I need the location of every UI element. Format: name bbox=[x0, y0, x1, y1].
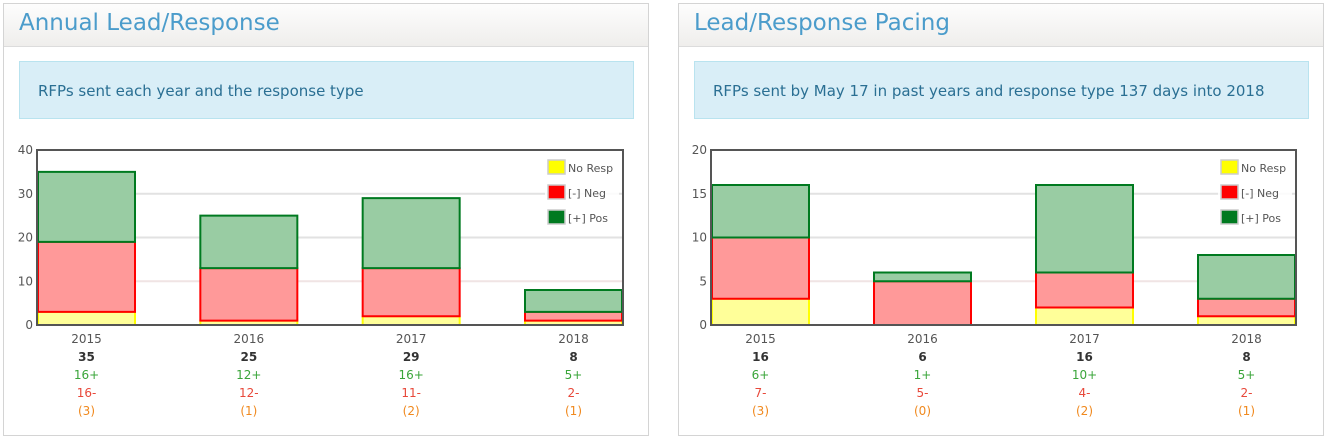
bar-segment-pos bbox=[199, 214, 299, 270]
panel-header: Lead/Response Pacing bbox=[679, 4, 1323, 47]
legend-swatch bbox=[1220, 184, 1239, 200]
x-tick-label: 2017 bbox=[1069, 332, 1100, 346]
noresp-label: (2) bbox=[1076, 404, 1093, 418]
x-tick-label: 2015 bbox=[71, 332, 102, 346]
info-box: RFPs sent each year and the response typ… bbox=[19, 61, 634, 119]
y-tick-label: 10 bbox=[18, 274, 33, 288]
pos-label: 16+ bbox=[399, 368, 424, 382]
y-tick-label: 30 bbox=[18, 187, 33, 201]
total-label: 29 bbox=[403, 350, 420, 364]
total-label: 25 bbox=[240, 350, 257, 364]
y-tick-label: 40 bbox=[18, 143, 33, 157]
plot-frame bbox=[36, 149, 624, 326]
y-tick-label: 10 bbox=[692, 231, 707, 245]
bar-segment-pos bbox=[711, 184, 810, 239]
neg-label: 4- bbox=[1079, 386, 1091, 400]
noresp-label: (1) bbox=[565, 404, 582, 418]
panel-title: Lead/Response Pacing bbox=[694, 10, 950, 36]
pos-label: 6+ bbox=[752, 368, 770, 382]
legend-label: [-] Neg bbox=[1241, 187, 1279, 200]
total-label: 8 bbox=[1242, 350, 1250, 364]
bar-segment-neg bbox=[1197, 297, 1296, 318]
y-tick-label: 15 bbox=[692, 187, 707, 201]
x-tick-label: 2017 bbox=[396, 332, 427, 346]
total-label: 35 bbox=[78, 350, 95, 364]
neg-label: 12- bbox=[239, 386, 259, 400]
noresp-label: (3) bbox=[752, 404, 769, 418]
panel-title: Annual Lead/Response bbox=[19, 10, 280, 36]
legend-label: No Resp bbox=[1241, 162, 1286, 175]
legend-label: [+] Pos bbox=[1241, 212, 1281, 225]
neg-label: 5- bbox=[917, 386, 929, 400]
y-tick-label: 0 bbox=[25, 318, 33, 332]
panel-pacing: Lead/Response Pacing RFPs sent by May 17… bbox=[678, 3, 1324, 436]
pos-label: 16+ bbox=[74, 368, 99, 382]
pos-label: 10+ bbox=[1072, 368, 1097, 382]
bar-segment-noresp bbox=[711, 297, 810, 326]
bar-segment-pos bbox=[1035, 184, 1134, 274]
y-tick-label: 0 bbox=[699, 318, 707, 332]
total-label: 6 bbox=[918, 350, 926, 364]
pos-label: 1+ bbox=[914, 368, 932, 382]
noresp-label: (3) bbox=[78, 404, 95, 418]
legend-swatch bbox=[547, 184, 566, 200]
neg-label: 16- bbox=[77, 386, 97, 400]
panel-annual: Annual Lead/Response RFPs sent each year… bbox=[3, 3, 649, 436]
noresp-label: (2) bbox=[403, 404, 420, 418]
noresp-label: (1) bbox=[1238, 404, 1255, 418]
bar-segment-neg bbox=[873, 280, 972, 326]
legend-label: No Resp bbox=[568, 162, 613, 175]
y-tick-label: 20 bbox=[18, 231, 33, 245]
bar-segment-pos bbox=[361, 197, 461, 270]
x-tick-label: 2018 bbox=[558, 332, 589, 346]
y-tick-label: 20 bbox=[692, 143, 707, 157]
total-label: 8 bbox=[569, 350, 577, 364]
y-tick-label: 5 bbox=[699, 274, 707, 288]
legend-label: [+] Pos bbox=[568, 212, 608, 225]
plot-frame bbox=[710, 149, 1297, 326]
info-box: RFPs sent by May 17 in past years and re… bbox=[694, 61, 1309, 119]
legend-label: [-] Neg bbox=[568, 187, 606, 200]
neg-label: 7- bbox=[755, 386, 767, 400]
bar-segment-pos bbox=[873, 271, 972, 283]
noresp-label: (1) bbox=[240, 404, 257, 418]
x-tick-label: 2015 bbox=[745, 332, 776, 346]
noresp-label: (0) bbox=[914, 404, 931, 418]
neg-label: 11- bbox=[401, 386, 421, 400]
neg-label: 2- bbox=[568, 386, 580, 400]
neg-label: 2- bbox=[1241, 386, 1253, 400]
bar-segment-noresp bbox=[1197, 315, 1296, 326]
bar-segment-neg bbox=[711, 236, 810, 300]
total-label: 16 bbox=[752, 350, 769, 364]
x-tick-label: 2018 bbox=[1231, 332, 1262, 346]
legend-swatch bbox=[547, 159, 566, 175]
pos-label: 5+ bbox=[565, 368, 583, 382]
x-tick-label: 2016 bbox=[907, 332, 938, 346]
legend-swatch bbox=[1220, 209, 1239, 225]
legend-swatch bbox=[1220, 159, 1239, 175]
total-label: 16 bbox=[1076, 350, 1093, 364]
bar-segment-pos bbox=[37, 170, 136, 243]
pos-label: 5+ bbox=[1238, 368, 1256, 382]
x-tick-label: 2016 bbox=[234, 332, 265, 346]
pos-label: 12+ bbox=[236, 368, 261, 382]
panel-header: Annual Lead/Response bbox=[4, 4, 648, 47]
bar-segment-neg bbox=[1035, 271, 1134, 309]
bar-segment-noresp bbox=[1035, 306, 1134, 326]
legend-swatch bbox=[547, 209, 566, 225]
bar-segment-pos bbox=[1197, 254, 1296, 300]
bar-segment-neg bbox=[199, 267, 299, 322]
